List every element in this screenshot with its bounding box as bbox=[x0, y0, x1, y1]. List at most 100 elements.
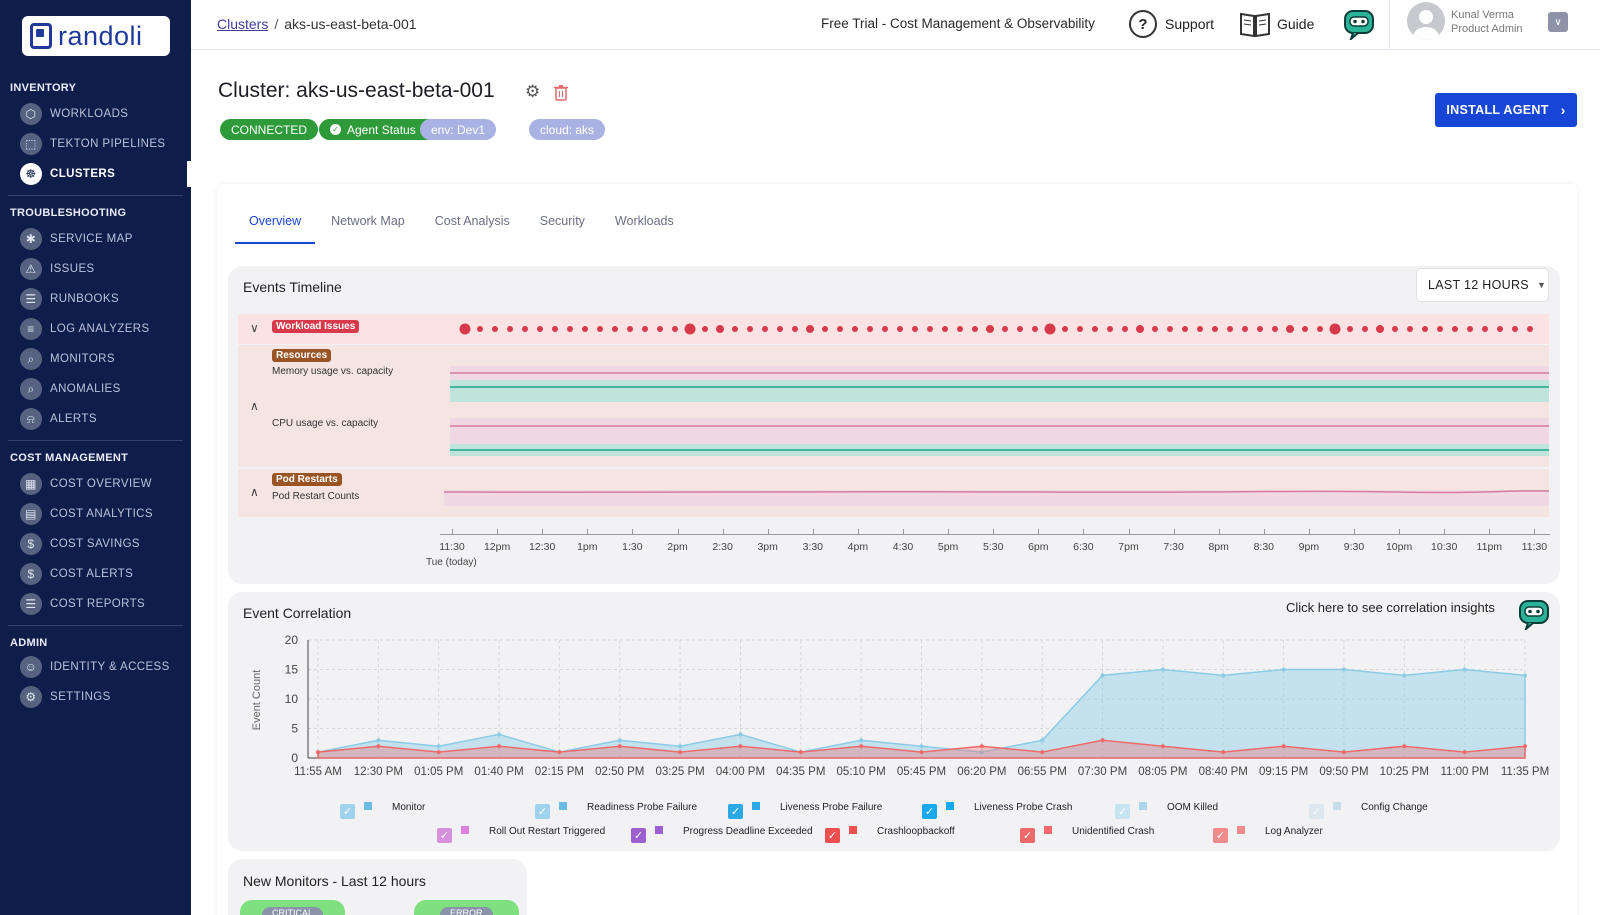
sidebar-item-service-map[interactable]: ✱ SERVICE MAP bbox=[20, 226, 185, 252]
workload-issue-dot[interactable] bbox=[1482, 326, 1488, 332]
workload-issue-dot[interactable] bbox=[1422, 326, 1428, 332]
workload-issue-dot[interactable] bbox=[1002, 326, 1008, 332]
trash-icon[interactable] bbox=[553, 84, 569, 101]
workload-issue-dot[interactable] bbox=[1362, 326, 1368, 332]
legend-item[interactable]: ✓ Roll Out Restart Triggered bbox=[437, 820, 605, 843]
gear-icon[interactable]: ⚙ bbox=[525, 82, 541, 101]
workload-issue-dot[interactable] bbox=[684, 323, 696, 335]
workload-issue-dot[interactable] bbox=[492, 326, 498, 332]
legend-item[interactable]: ✓ Log Analyzer bbox=[1213, 820, 1323, 843]
workload-issue-dot[interactable] bbox=[927, 326, 933, 332]
chevron-down-icon[interactable]: ∨ bbox=[250, 321, 259, 335]
workload-issue-dot[interactable] bbox=[747, 326, 753, 332]
legend-checkbox[interactable]: ✓ bbox=[437, 828, 452, 843]
workload-issue-dot[interactable] bbox=[597, 326, 603, 332]
chatbot-icon[interactable] bbox=[1518, 598, 1550, 630]
avatar[interactable] bbox=[1407, 2, 1445, 40]
workload-issue-dot[interactable] bbox=[1077, 326, 1083, 332]
workload-issue-dot[interactable] bbox=[867, 326, 873, 332]
workload-issue-dot[interactable] bbox=[1044, 323, 1056, 335]
workload-issue-dot[interactable] bbox=[852, 326, 858, 332]
workload-issue-dot[interactable] bbox=[1182, 326, 1188, 332]
workload-issue-dot[interactable] bbox=[762, 326, 768, 332]
legend-item[interactable]: ✓ OOM Killed bbox=[1115, 796, 1218, 819]
workload-issue-dot[interactable] bbox=[1272, 326, 1278, 332]
workload-issue-dot[interactable] bbox=[642, 326, 648, 332]
workload-issue-dot[interactable] bbox=[882, 326, 888, 332]
sidebar-item-log-analyzers[interactable]: ≡ LOG ANALYZERS bbox=[20, 316, 185, 342]
workload-issue-dot[interactable] bbox=[957, 326, 963, 332]
workload-issue-dot[interactable] bbox=[792, 326, 798, 332]
workload-issue-dot[interactable] bbox=[837, 326, 843, 332]
sidebar-item-alerts[interactable]: ⍾ ALERTS bbox=[20, 406, 185, 432]
sidebar-item-issues[interactable]: ⚠ ISSUES bbox=[20, 256, 185, 282]
workload-issue-dot[interactable] bbox=[582, 326, 588, 332]
legend-item[interactable]: ✓ Crashloopbackoff bbox=[825, 820, 955, 843]
legend-item[interactable]: ✓ Readiness Probe Failure bbox=[535, 796, 697, 819]
workload-issue-dot[interactable] bbox=[702, 326, 708, 332]
workload-issue-dot[interactable] bbox=[1347, 326, 1353, 332]
workload-issue-dot[interactable] bbox=[1257, 326, 1263, 332]
workload-issue-dot[interactable] bbox=[1437, 326, 1443, 332]
workload-issue-dot[interactable] bbox=[1452, 326, 1458, 332]
workload-issue-dot[interactable] bbox=[897, 326, 903, 332]
workload-issue-dot[interactable] bbox=[732, 326, 738, 332]
support-link[interactable]: ? Support bbox=[1129, 10, 1214, 38]
workload-issue-dot[interactable] bbox=[1407, 326, 1413, 332]
chevron-up-icon[interactable]: ∧ bbox=[250, 399, 259, 413]
legend-item[interactable]: ✓ Liveness Probe Crash bbox=[922, 796, 1072, 819]
workload-issue-dot[interactable] bbox=[1329, 323, 1341, 335]
guide-link[interactable]: Guide bbox=[1239, 10, 1314, 38]
workload-issue-dot[interactable] bbox=[1122, 326, 1128, 332]
legend-checkbox[interactable]: ✓ bbox=[922, 804, 937, 819]
workload-issue-dot[interactable] bbox=[657, 326, 663, 332]
workload-issue-dot[interactable] bbox=[1527, 326, 1533, 332]
breadcrumb-clusters-link[interactable]: Clusters bbox=[217, 16, 269, 32]
tab-workloads[interactable]: Workloads bbox=[614, 214, 674, 228]
legend-checkbox[interactable]: ✓ bbox=[728, 804, 743, 819]
legend-item[interactable]: ✓ Monitor bbox=[340, 796, 425, 819]
workload-issue-dot[interactable] bbox=[672, 326, 678, 332]
workload-issue-dot[interactable] bbox=[1017, 326, 1023, 332]
workload-issue-dot[interactable] bbox=[522, 326, 528, 332]
legend-item[interactable]: ✓ Config Change bbox=[1309, 796, 1428, 819]
workload-issue-dot[interactable] bbox=[942, 326, 948, 332]
workload-issue-dot[interactable] bbox=[477, 326, 483, 332]
workload-issue-dot[interactable] bbox=[777, 326, 783, 332]
workload-issue-dot[interactable] bbox=[1392, 326, 1398, 332]
workload-issue-dot[interactable] bbox=[822, 326, 828, 332]
workload-issue-dot[interactable] bbox=[459, 323, 471, 335]
workload-issue-dot[interactable] bbox=[986, 325, 994, 333]
sidebar-item-settings[interactable]: ⚙ SETTINGS bbox=[20, 684, 185, 710]
workload-issue-dot[interactable] bbox=[1467, 326, 1473, 332]
workload-issue-dot[interactable] bbox=[1242, 326, 1248, 332]
legend-checkbox[interactable]: ✓ bbox=[825, 828, 840, 843]
legend-item[interactable]: ✓ Unidentified Crash bbox=[1020, 820, 1154, 843]
sidebar-item-cost-alerts[interactable]: $ COST ALERTS bbox=[20, 561, 185, 587]
workload-issue-dot[interactable] bbox=[567, 326, 573, 332]
legend-checkbox[interactable]: ✓ bbox=[1213, 828, 1228, 843]
workload-issue-dot[interactable] bbox=[1092, 326, 1098, 332]
legend-checkbox[interactable]: ✓ bbox=[535, 804, 550, 819]
workload-issue-dot[interactable] bbox=[1167, 326, 1173, 332]
workload-issue-dot[interactable] bbox=[1227, 326, 1233, 332]
workload-issue-dot[interactable] bbox=[912, 326, 918, 332]
legend-checkbox[interactable]: ✓ bbox=[340, 804, 355, 819]
workload-issue-dot[interactable] bbox=[972, 326, 978, 332]
workload-issue-dot[interactable] bbox=[552, 326, 558, 332]
workload-issue-dot[interactable] bbox=[1032, 326, 1038, 332]
workload-issue-dot[interactable] bbox=[806, 325, 814, 333]
workload-issue-dot[interactable] bbox=[1302, 326, 1308, 332]
workload-issue-dot[interactable] bbox=[1197, 326, 1203, 332]
chevron-down-icon[interactable]: ∨ bbox=[1548, 12, 1568, 32]
workload-issue-dot[interactable] bbox=[1286, 325, 1294, 333]
sidebar-item-tekton-pipelines[interactable]: ⬚ TEKTON PIPELINES bbox=[20, 131, 185, 157]
legend-checkbox[interactable]: ✓ bbox=[1115, 804, 1130, 819]
sidebar-item-runbooks[interactable]: ☰ RUNBOOKS bbox=[20, 286, 185, 312]
workload-issue-dot[interactable] bbox=[1212, 326, 1218, 332]
sidebar-item-cost-reports[interactable]: ☰ COST REPORTS bbox=[20, 591, 185, 617]
sidebar-item-cost-overview[interactable]: ▦ COST OVERVIEW bbox=[20, 471, 185, 497]
sidebar-item-cost-analytics[interactable]: ▤ COST ANALYTICS bbox=[20, 501, 185, 527]
workload-issue-dot[interactable] bbox=[1136, 325, 1144, 333]
workload-issue-dot[interactable] bbox=[1107, 326, 1113, 332]
